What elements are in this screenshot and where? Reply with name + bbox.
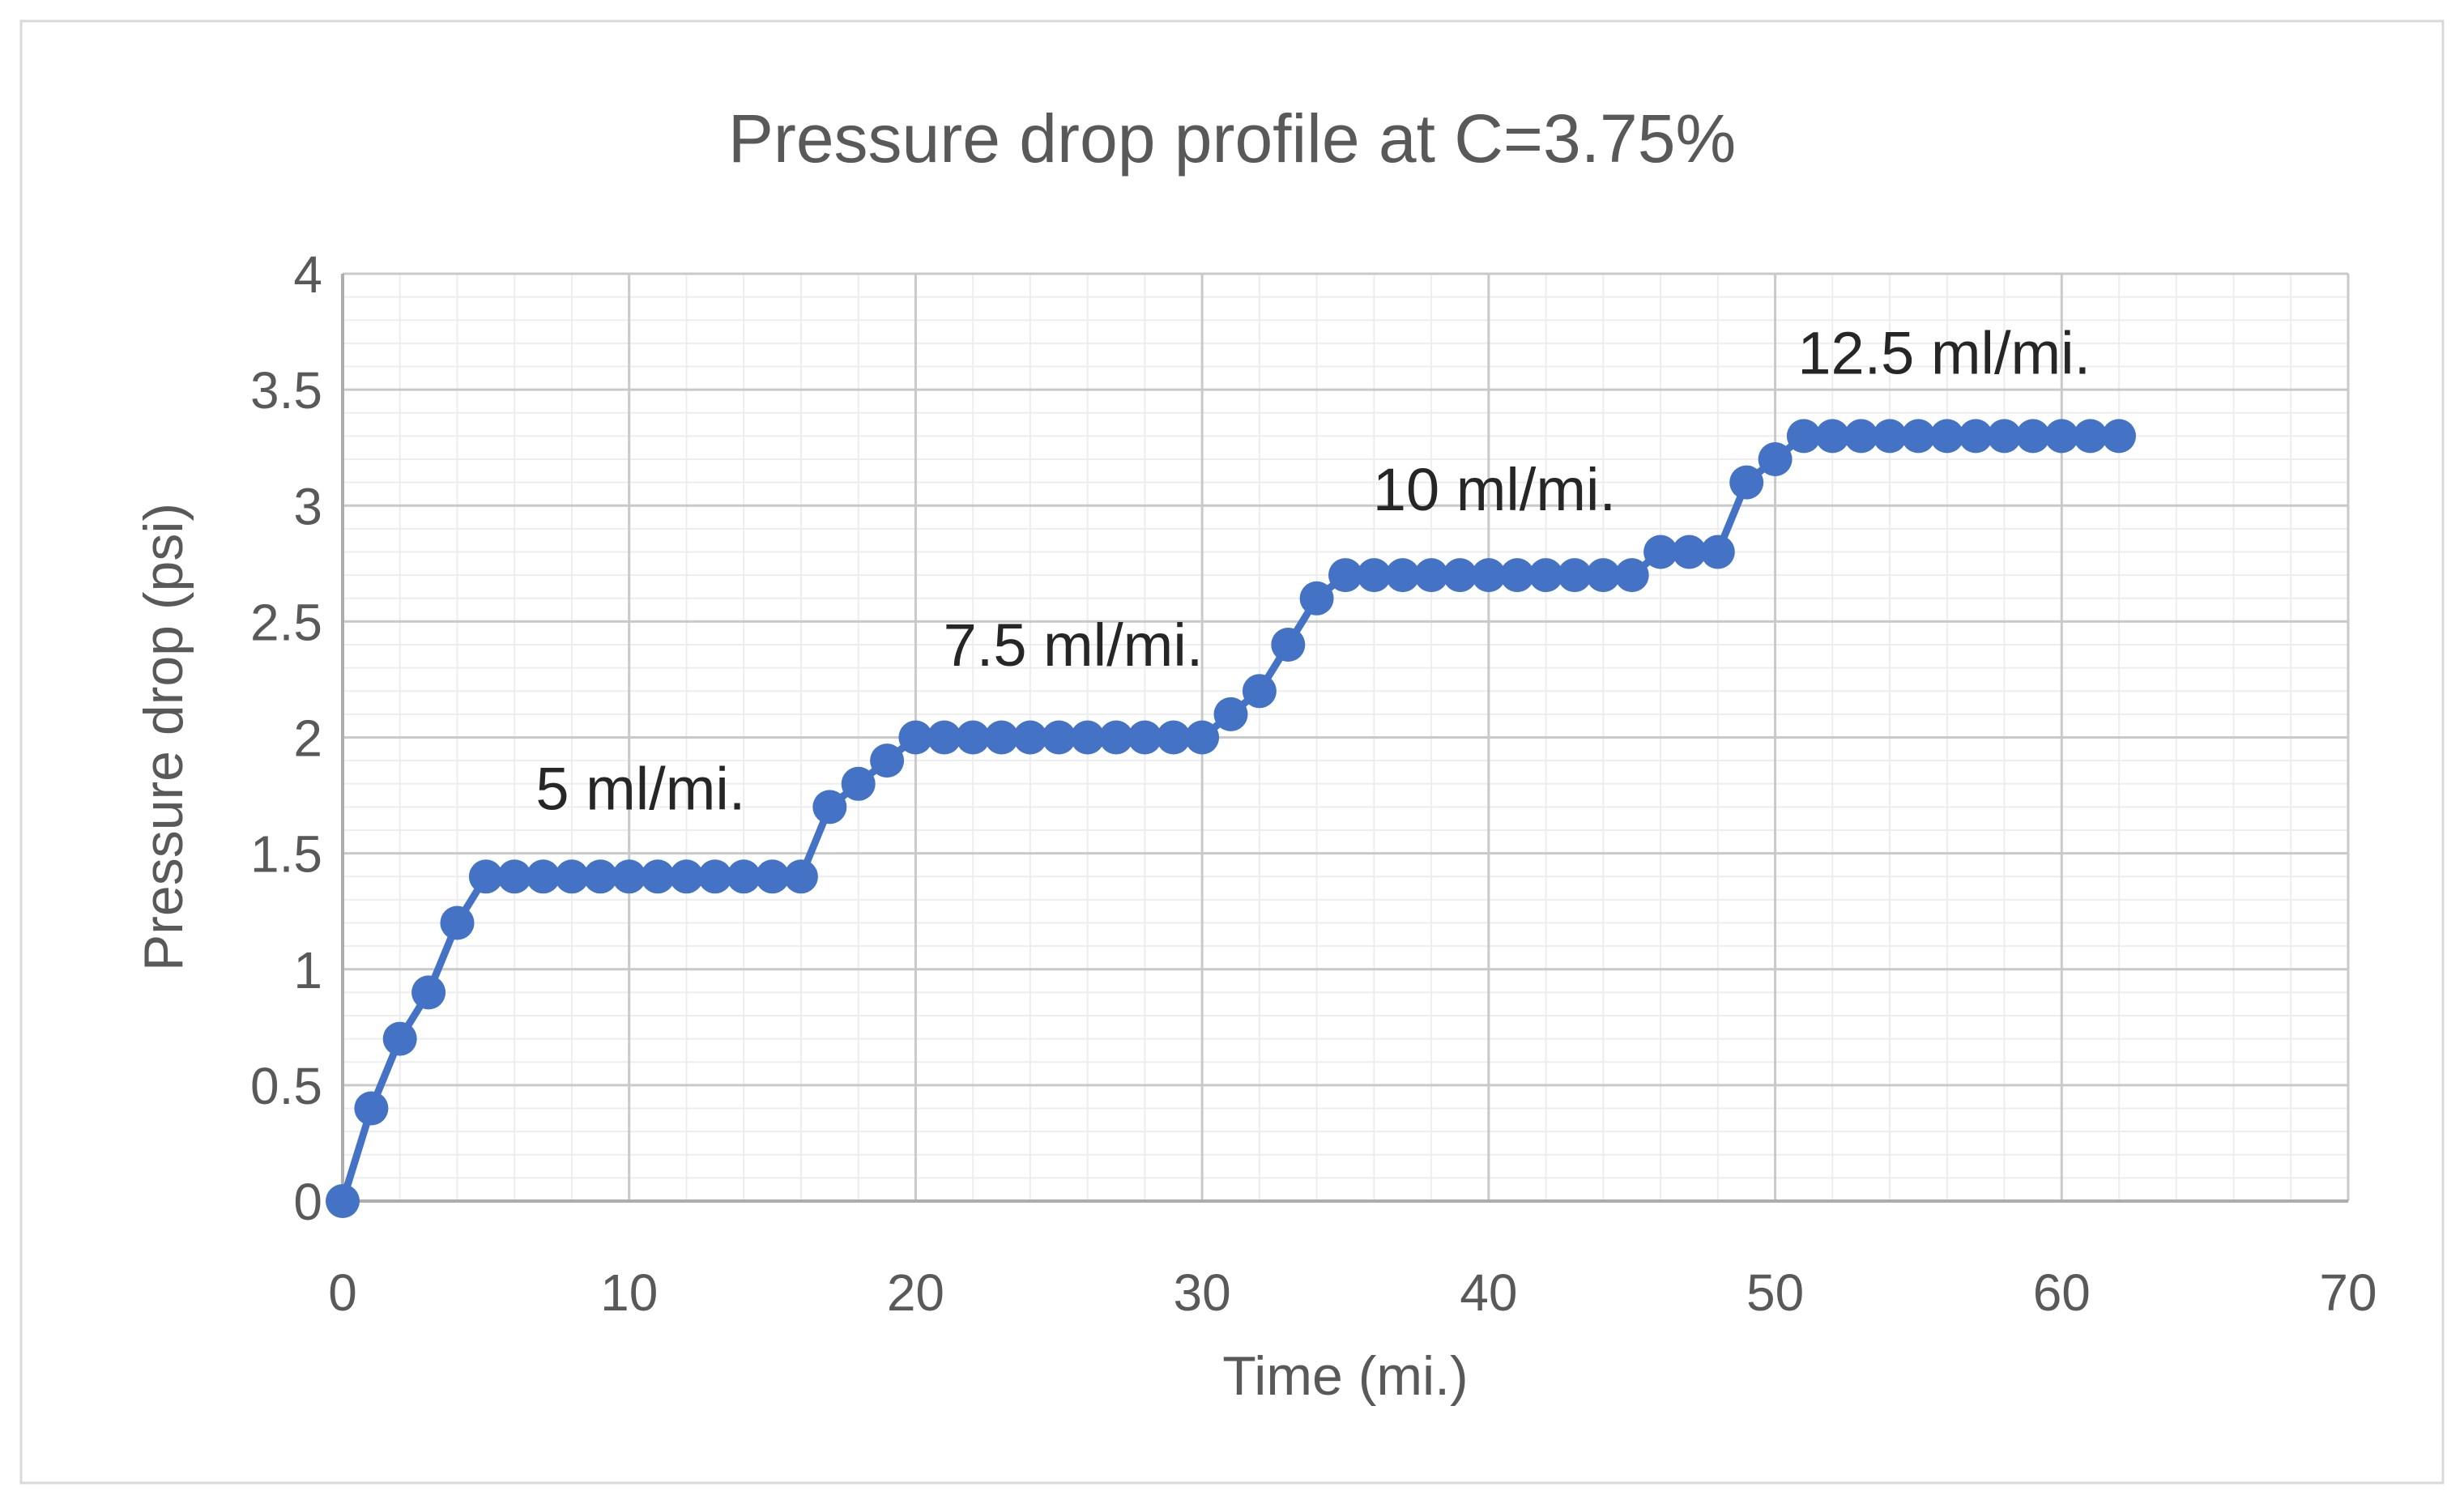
data-point-marker [1385,558,1420,593]
y-tick-label: 2 [293,709,322,768]
data-point-marker [1987,419,2022,454]
data-point-marker [641,859,676,894]
data-point-marker [841,766,876,801]
data-point-marker [697,859,732,894]
chart-border [19,19,2445,1485]
data-point-marker [2015,419,2050,454]
data-point-marker [1443,558,1477,593]
data-point-marker [1815,419,1850,454]
data-point-marker [1586,558,1621,593]
data-point-marker [526,859,561,894]
x-axis-title: Time (mi.) [1222,1345,1468,1407]
data-point-marker [1786,419,1821,454]
data-point-marker [783,859,818,894]
data-point-marker [2044,419,2079,454]
x-tick-label: 70 [2319,1263,2377,1322]
data-point-marker [1299,581,1334,616]
data-point-marker [1242,674,1277,709]
data-point-marker [1528,558,1563,593]
annotation-label: 10 ml/mi. [1373,456,1616,523]
data-point-marker [1901,419,1936,454]
data-point-marker [468,859,503,894]
annotation-label: 12.5 ml/mi. [1797,319,2091,386]
data-point-marker [1643,535,1678,569]
y-tick-label: 0.5 [250,1057,322,1115]
data-point-marker [2073,419,2108,454]
data-point-marker [956,720,991,755]
data-point-marker [1929,419,1964,454]
axes [341,274,2348,1203]
y-tick-label: 1 [293,941,322,999]
data-point-marker [812,790,847,824]
data-point-marker [1012,720,1047,755]
gridlines-major [343,272,2350,1201]
x-tick-label: 50 [1746,1263,1804,1322]
data-point-marker [1099,720,1133,755]
data-point-marker [326,1184,360,1218]
data-point-marker [1614,558,1649,593]
data-point-marker [612,859,646,894]
data-point-marker [354,1091,389,1126]
data-point-marker [669,859,704,894]
data-point-marker [1156,720,1191,755]
flow-rate-annotations: 5 ml/mi. 7.5 ml/mi. 10 ml/mi. 12.5 ml/mi. [535,319,2091,822]
x-tick-label: 60 [2033,1263,2091,1322]
data-point-marker [1414,558,1449,593]
data-point-marker [440,905,475,940]
data-point-marker [1070,720,1105,755]
data-point-marker [411,975,446,1010]
data-point-marker [1959,419,1993,454]
data-point-marker [927,720,961,755]
data-point-marker [1844,419,1878,454]
data-point-marker [1471,558,1506,593]
x-tick-label: 0 [328,1263,357,1322]
x-tick-label: 10 [600,1263,658,1322]
data-point-marker [1500,558,1535,593]
data-point-marker [1558,558,1592,593]
data-point-marker [1128,720,1162,755]
data-point-marker [898,720,933,755]
data-point-marker [1213,697,1248,731]
data-point-marker [1873,419,1908,454]
data-point-marker [1672,535,1707,569]
data-point-marker [583,859,618,894]
x-tick-label: 40 [1460,1263,1517,1322]
data-point-marker [984,720,1019,755]
data-point-marker [2102,419,2136,454]
y-tick-label: 3 [293,477,322,535]
data-point-marker [382,1021,417,1056]
data-point-marker [870,743,905,778]
annotation-label: 7.5 ml/mi. [944,611,1204,679]
chart-title: Pressure drop profile at C=3.75% [728,100,1736,177]
x-tick-label: 30 [1174,1263,1231,1322]
data-point-marker [1758,442,1793,476]
y-tick-label: 0 [293,1173,322,1231]
y-tick-labels: 0 0.5 1 1.5 2 2.5 3 3.5 4 [250,245,322,1231]
annotation-label: 5 ml/mi. [535,755,745,822]
data-point-marker [497,859,532,894]
data-point-marker [1357,558,1392,593]
data-point-marker [1271,628,1306,662]
pressure-drop-series [326,419,2136,1218]
data-point-marker [1328,558,1362,593]
x-tick-label: 20 [887,1263,944,1322]
y-tick-label: 1.5 [250,825,322,884]
data-point-marker [1042,720,1076,755]
y-tick-label: 2.5 [250,593,322,651]
data-point-marker [1185,720,1220,755]
data-point-marker [1700,535,1735,569]
y-axis-title: Pressure drop (psi) [133,503,194,971]
data-point-marker [555,859,589,894]
data-point-marker [1729,465,1764,500]
data-point-marker [755,859,790,894]
y-tick-label: 3.5 [250,361,322,420]
y-tick-label: 4 [293,245,322,304]
x-tick-labels: 0 10 20 30 40 50 60 70 [328,1263,2377,1322]
data-point-marker [727,859,761,894]
